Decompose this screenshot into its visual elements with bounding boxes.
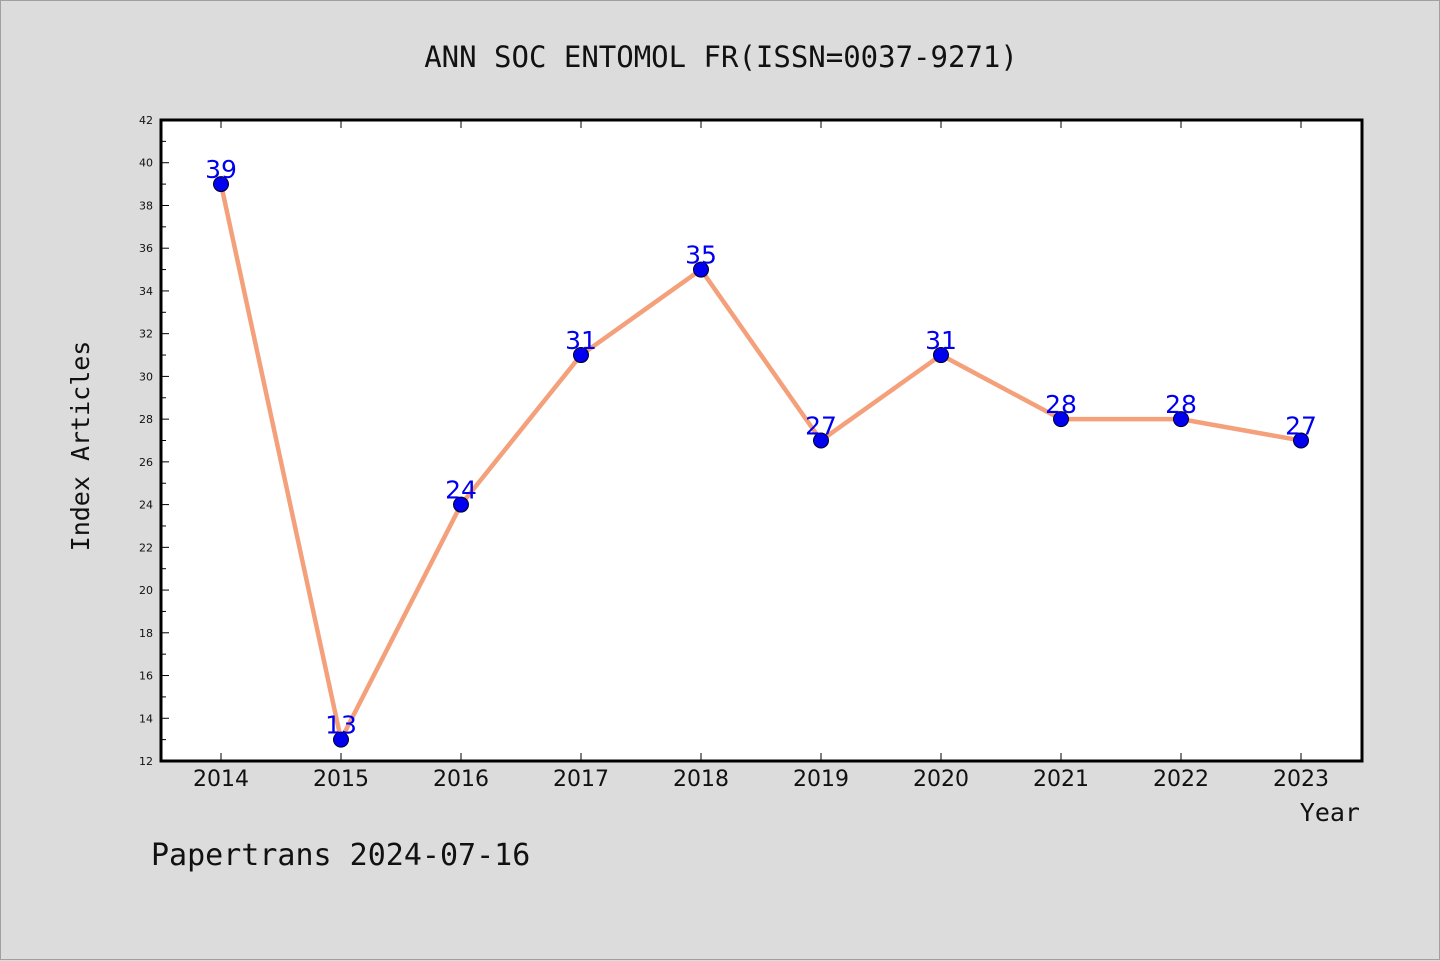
x-tick-label: 2016 bbox=[433, 767, 489, 792]
data-label-2021: 28 bbox=[1045, 390, 1077, 419]
data-label-2018: 35 bbox=[685, 241, 717, 270]
data-label-2019: 27 bbox=[805, 412, 837, 441]
y-tick-label: 34 bbox=[139, 285, 153, 298]
data-label-2017: 31 bbox=[565, 326, 597, 355]
data-point-2018 bbox=[693, 261, 709, 278]
y-tick-label: 30 bbox=[139, 370, 153, 383]
data-point-2020 bbox=[933, 347, 949, 364]
chart-title: ANN SOC ENTOMOL FR(ISSN=0037-9271) bbox=[424, 40, 1018, 74]
x-tick-label: 2021 bbox=[1033, 767, 1089, 792]
y-tick-label: 38 bbox=[139, 199, 153, 212]
data-point-2022 bbox=[1173, 411, 1189, 428]
data-point-2014 bbox=[213, 176, 229, 193]
y-tick-label: 14 bbox=[139, 712, 153, 725]
x-tick-label: 2020 bbox=[913, 767, 969, 792]
data-point-2019 bbox=[813, 432, 829, 449]
y-tick-label: 20 bbox=[139, 584, 153, 597]
data-point-2017 bbox=[573, 347, 589, 364]
y-tick-label: 40 bbox=[139, 157, 153, 170]
data-point-2023 bbox=[1293, 432, 1309, 449]
data-label-2023: 27 bbox=[1285, 412, 1317, 441]
y-tick-label: 24 bbox=[139, 499, 153, 512]
data-label-2015: 13 bbox=[325, 711, 357, 740]
y-axis: 12 14 16 18 20 22 24 26 28 30 32 34 36 38 40 42 bbox=[139, 114, 169, 768]
y-tick-label: 32 bbox=[139, 328, 153, 341]
data-point-2021 bbox=[1053, 411, 1069, 428]
y-tick-label: 36 bbox=[139, 242, 153, 255]
x-tick-label: 2019 bbox=[793, 767, 849, 792]
data-point-2015 bbox=[333, 731, 349, 748]
y-tick-label: 16 bbox=[139, 670, 153, 683]
data-labels: 39 13 24 31 35 27 31 28 28 27 bbox=[205, 155, 1317, 740]
x-tick-label: 2023 bbox=[1273, 767, 1329, 792]
y-tick-label: 12 bbox=[139, 755, 153, 768]
y-tick-label: 26 bbox=[139, 456, 153, 469]
y-tick-label: 18 bbox=[139, 627, 153, 640]
x-tick-label: 2022 bbox=[1153, 767, 1209, 792]
series-line bbox=[218, 181, 1304, 742]
data-label-2014: 39 bbox=[205, 155, 237, 184]
data-label-2016: 24 bbox=[445, 476, 477, 505]
x-axis-title: Year bbox=[1300, 798, 1360, 827]
data-label-2020: 31 bbox=[925, 326, 957, 355]
x-tick-label: 2018 bbox=[673, 767, 729, 792]
data-point-2016 bbox=[453, 496, 469, 513]
x-axis: 2014 2015 2016 2017 2018 2019 2020 2021 2022 2023 bbox=[193, 120, 1329, 792]
y-tick-label: 28 bbox=[139, 413, 153, 426]
data-label-2022: 28 bbox=[1165, 390, 1197, 419]
x-tick-label: 2017 bbox=[553, 767, 609, 792]
x-tick-label: 2014 bbox=[193, 767, 249, 792]
y-axis-title: Index Articles bbox=[66, 341, 95, 552]
series-layer bbox=[213, 176, 1309, 748]
y-tick-label: 42 bbox=[139, 114, 153, 127]
watermark-text: Papertrans 2024-07-16 bbox=[151, 838, 530, 873]
y-tick-label: 22 bbox=[139, 541, 153, 554]
plot-area bbox=[159, 118, 1364, 763]
x-tick-label: 2015 bbox=[313, 767, 369, 792]
